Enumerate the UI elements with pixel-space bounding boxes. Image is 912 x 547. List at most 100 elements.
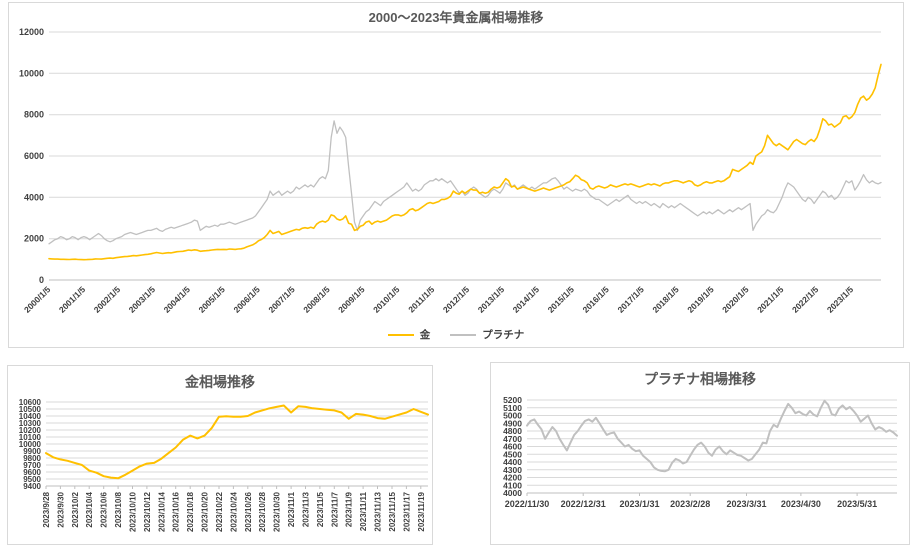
svg-text:12000: 12000: [19, 27, 44, 37]
svg-text:2003/1/5: 2003/1/5: [127, 284, 158, 315]
svg-text:2023/10/24: 2023/10/24: [229, 491, 238, 532]
svg-text:2004/1/5: 2004/1/5: [162, 284, 193, 315]
svg-text:4500: 4500: [503, 449, 522, 459]
svg-text:2000: 2000: [24, 234, 44, 244]
svg-text:2023/11/13: 2023/11/13: [374, 491, 383, 531]
platinum-subchart-plot: 4000410042004300440045004600470048004900…: [503, 395, 898, 509]
svg-text:2000/1/5: 2000/1/5: [22, 284, 53, 315]
svg-text:10400: 10400: [19, 412, 42, 421]
svg-text:2007/1/5: 2007/1/5: [266, 284, 297, 315]
svg-text:2023/4/30: 2023/4/30: [781, 499, 821, 509]
svg-text:10300: 10300: [19, 419, 42, 428]
svg-text:2023/11/19: 2023/11/19: [417, 491, 426, 531]
svg-text:2022/11/30: 2022/11/30: [505, 499, 550, 509]
svg-text:9600: 9600: [23, 468, 41, 477]
svg-text:2016/1/5: 2016/1/5: [580, 284, 611, 315]
svg-text:2023/10/10: 2023/10/10: [129, 491, 138, 532]
svg-text:2023/5/31: 2023/5/31: [837, 499, 877, 509]
svg-text:2023/11/15: 2023/11/15: [388, 491, 397, 531]
legend-label-platinum: プラチナ: [482, 329, 525, 341]
svg-text:2017/1/5: 2017/1/5: [615, 284, 646, 315]
svg-text:2023/10/18: 2023/10/18: [186, 491, 195, 532]
svg-text:2023/1/31: 2023/1/31: [619, 499, 659, 509]
svg-text:2023/10/2: 2023/10/2: [71, 491, 80, 527]
svg-text:4700: 4700: [503, 434, 522, 444]
svg-text:5000: 5000: [503, 411, 522, 421]
svg-text:2023/2/28: 2023/2/28: [670, 499, 710, 509]
svg-text:2023/10/14: 2023/10/14: [157, 491, 166, 532]
svg-text:6000: 6000: [24, 151, 44, 161]
svg-text:4800: 4800: [503, 426, 522, 436]
svg-text:2002/1/5: 2002/1/5: [92, 284, 123, 315]
svg-text:2023/9/30: 2023/9/30: [56, 491, 65, 527]
svg-text:4600: 4600: [503, 442, 522, 452]
svg-text:4900: 4900: [503, 418, 522, 428]
svg-text:2023/10/30: 2023/10/30: [273, 491, 282, 532]
svg-text:2020/1/5: 2020/1/5: [720, 284, 751, 315]
svg-text:2023/1/5: 2023/1/5: [825, 284, 856, 315]
svg-text:2006/1/5: 2006/1/5: [231, 284, 262, 315]
platinum-line-swatch: [450, 333, 477, 336]
svg-text:2023/11/5: 2023/11/5: [316, 491, 325, 527]
svg-text:8000: 8000: [24, 110, 44, 120]
svg-text:2023/10/26: 2023/10/26: [244, 491, 253, 532]
svg-text:5200: 5200: [503, 395, 522, 405]
svg-text:2023/11/11: 2023/11/11: [359, 491, 368, 531]
svg-text:2023/11/3: 2023/11/3: [302, 491, 311, 527]
svg-text:9900: 9900: [23, 447, 41, 456]
svg-text:2023/10/16: 2023/10/16: [172, 491, 181, 532]
svg-text:10500: 10500: [19, 405, 42, 414]
svg-text:4300: 4300: [503, 465, 522, 475]
svg-text:2023/3/31: 2023/3/31: [726, 499, 766, 509]
svg-text:2023/10/22: 2023/10/22: [215, 491, 224, 532]
svg-text:4000: 4000: [503, 488, 522, 498]
svg-text:2009/1/5: 2009/1/5: [336, 284, 367, 315]
svg-text:4100: 4100: [503, 480, 522, 490]
main-chart-legend: 金 プラチナ: [9, 327, 903, 342]
svg-text:2023/10/8: 2023/10/8: [114, 491, 123, 527]
svg-text:2018/1/5: 2018/1/5: [650, 284, 681, 315]
svg-text:2023/11/1: 2023/11/1: [287, 491, 296, 527]
svg-text:2023/10/28: 2023/10/28: [258, 491, 267, 532]
svg-text:9800: 9800: [23, 454, 41, 463]
legend-item-gold[interactable]: 金: [387, 327, 431, 342]
svg-text:2021/1/5: 2021/1/5: [755, 284, 786, 315]
svg-text:5100: 5100: [503, 403, 522, 413]
legend-label-gold: 金: [419, 329, 431, 341]
svg-text:2023/10/6: 2023/10/6: [100, 491, 109, 527]
svg-text:10200: 10200: [19, 426, 42, 435]
svg-text:2014/1/5: 2014/1/5: [511, 284, 542, 315]
svg-text:2023/10/12: 2023/10/12: [143, 491, 152, 532]
svg-text:2023/11/9: 2023/11/9: [345, 491, 354, 527]
svg-text:4200: 4200: [503, 473, 522, 483]
main-chart-panel[interactable]: 2000〜2023年貴金属相場推移 0 2000 4000 6000 8000 10000…: [8, 2, 904, 348]
svg-text:2022/1/5: 2022/1/5: [790, 284, 821, 315]
svg-text:2008/1/5: 2008/1/5: [301, 284, 332, 315]
platinum-subchart-title: プラチナ相場推移: [644, 371, 756, 387]
svg-text:2023/10/4: 2023/10/4: [85, 491, 94, 527]
legend-item-platinum[interactable]: プラチナ: [450, 327, 524, 342]
svg-text:10000: 10000: [19, 440, 42, 449]
svg-text:2019/1/5: 2019/1/5: [685, 284, 716, 315]
svg-text:2013/1/5: 2013/1/5: [476, 284, 507, 315]
platinum-subchart-panel[interactable]: プラチナ相場推移 4000 4100 4200 4300 4400 4500 4600 470…: [490, 362, 910, 545]
gold-line-swatch: [387, 333, 414, 336]
svg-text:4000: 4000: [24, 192, 44, 202]
gold-subchart-panel[interactable]: 金相場推移 9400 9500 9600 9700 9800 9900 10000 10100…: [7, 365, 433, 545]
main-chart-title: 2000〜2023年貴金属相場推移: [368, 10, 544, 25]
svg-text:2023/11/17: 2023/11/17: [402, 491, 411, 531]
svg-text:2023/11/7: 2023/11/7: [330, 491, 339, 527]
svg-text:2001/1/5: 2001/1/5: [57, 284, 88, 315]
svg-text:2011/1/5: 2011/1/5: [406, 284, 436, 314]
svg-text:2010/1/5: 2010/1/5: [371, 284, 402, 315]
gold-subchart-title: 金相場推移: [185, 374, 255, 390]
svg-text:2023/10/20: 2023/10/20: [201, 491, 210, 532]
svg-text:4400: 4400: [503, 457, 522, 467]
svg-text:2005/1/5: 2005/1/5: [196, 284, 227, 315]
svg-text:2015/1/5: 2015/1/5: [546, 284, 577, 315]
svg-text:9400: 9400: [23, 482, 41, 491]
svg-text:9700: 9700: [23, 461, 41, 470]
svg-text:10000: 10000: [19, 68, 44, 78]
svg-text:9500: 9500: [23, 475, 41, 484]
svg-text:10100: 10100: [19, 433, 42, 442]
